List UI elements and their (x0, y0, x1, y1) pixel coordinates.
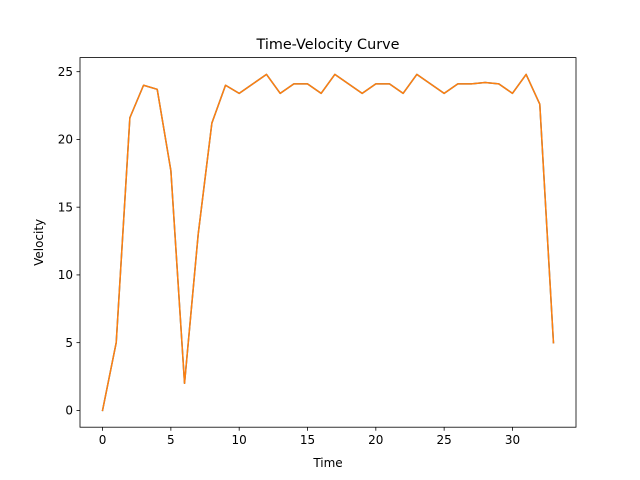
y-axis-label: Velocity (32, 219, 46, 266)
y-axis-ticks: 0 5 10 15 20 25 (58, 65, 80, 418)
x-tick-label: 20 (368, 433, 383, 447)
x-axis-label: Time (312, 456, 342, 470)
plot-frame (79, 57, 577, 428)
y-tick-label: 15 (58, 200, 73, 214)
series-layer (101, 73, 555, 412)
x-axis-ticks: 0 5 10 15 20 25 30 (99, 427, 520, 447)
x-tick-label: 30 (505, 433, 520, 447)
x-tick-label: 0 (99, 433, 107, 447)
y-tick-label: 5 (65, 336, 73, 350)
y-tick-label: 25 (58, 65, 73, 79)
series-line-2 (101, 73, 555, 412)
chart-title: Time-Velocity Curve (255, 37, 399, 53)
y-tick-label: 20 (58, 133, 73, 147)
y-tick-label: 10 (58, 268, 73, 282)
x-tick-label: 5 (167, 433, 175, 447)
y-tick-label: 0 (65, 404, 73, 418)
x-tick-label: 25 (437, 433, 452, 447)
x-tick-label: 15 (300, 433, 315, 447)
x-tick-label: 10 (232, 433, 247, 447)
